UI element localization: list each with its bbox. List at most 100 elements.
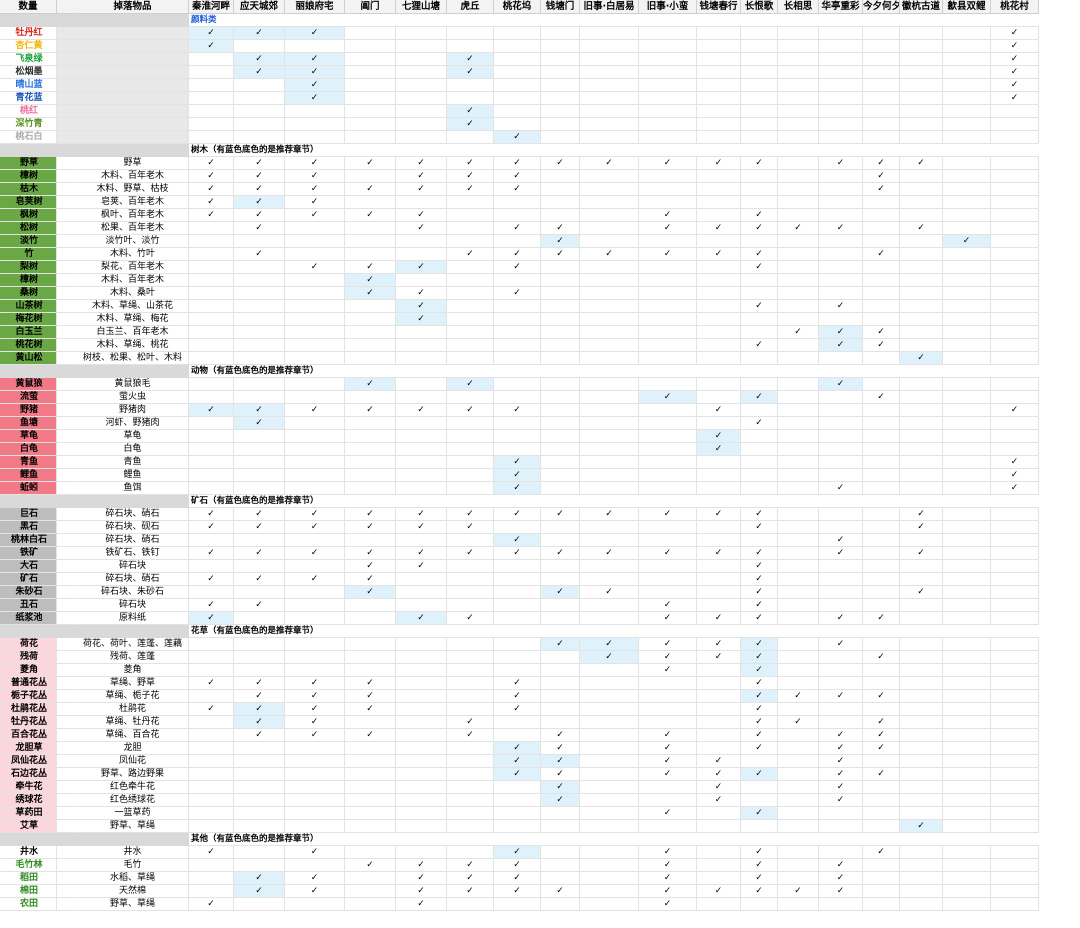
chapter-cell[interactable] [345,820,396,833]
chapter-cell[interactable] [943,560,991,573]
chapter-cell[interactable] [396,716,447,729]
chapter-cell[interactable]: ✓ [494,742,541,755]
source-name[interactable]: 矿石 [0,573,57,586]
chapter-cell[interactable] [396,235,447,248]
chapter-cell[interactable] [778,794,819,807]
drop-items[interactable]: 松果、百年老木 [77,222,189,235]
drop-items[interactable]: 天然棉 [77,885,189,898]
chapter-cell[interactable] [285,482,345,495]
chapter-cell[interactable] [234,859,285,872]
chapter-cell[interactable] [494,612,541,625]
chapter-cell[interactable] [991,430,1039,443]
drop-items[interactable]: 草绳、牡丹花 [77,716,189,729]
chapter-cell[interactable]: ✓ [494,534,541,547]
chapter-cell[interactable]: ✓ [494,677,541,690]
chapter-cell[interactable] [819,664,863,677]
chapter-cell[interactable]: ✓ [741,248,778,261]
chapter-cell[interactable] [991,326,1039,339]
chapter-cell[interactable] [639,469,697,482]
chapter-cell[interactable] [285,768,345,781]
chapter-cell[interactable] [580,768,639,781]
chapter-cell[interactable] [541,131,580,144]
chapter-cell[interactable] [234,300,285,313]
chapter-cell[interactable]: ✓ [285,573,345,586]
chapter-cell[interactable] [778,898,819,911]
chapter-cell[interactable] [778,664,819,677]
chapter-cell[interactable] [900,885,943,898]
source-name[interactable]: 牵牛花 [0,781,57,794]
chapter-cell[interactable]: ✓ [639,768,697,781]
chapter-cell[interactable]: ✓ [639,885,697,898]
chapter-cell[interactable] [819,92,863,105]
chapter-cell[interactable] [234,105,285,118]
chapter-cell[interactable] [900,716,943,729]
source-name[interactable]: 梨树 [0,261,57,274]
chapter-cell[interactable]: ✓ [396,612,447,625]
chapter-cell[interactable] [697,131,741,144]
chapter-cell[interactable] [189,794,234,807]
header-chapter[interactable]: 应天城郊 [234,0,285,14]
drop-items[interactable]: 碎石块、硝石 [77,508,189,521]
chapter-cell[interactable] [189,66,234,79]
chapter-cell[interactable] [189,729,234,742]
chapter-cell[interactable] [541,261,580,274]
chapter-cell[interactable] [580,66,639,79]
drop-items[interactable]: 荷花、荷叶、莲蓬、莲藕 [77,638,189,651]
chapter-cell[interactable] [189,482,234,495]
chapter-cell[interactable] [943,196,991,209]
chapter-cell[interactable] [697,586,741,599]
chapter-cell[interactable] [863,664,900,677]
chapter-cell[interactable] [580,326,639,339]
chapter-cell[interactable] [447,573,494,586]
chapter-cell[interactable]: ✓ [697,430,741,443]
chapter-cell[interactable] [494,521,541,534]
chapter-cell[interactable]: ✓ [639,599,697,612]
chapter-cell[interactable] [741,794,778,807]
header-chapter[interactable]: 长相思 [778,0,819,14]
chapter-cell[interactable] [541,79,580,92]
chapter-cell[interactable]: ✓ [541,768,580,781]
chapter-cell[interactable]: ✓ [900,547,943,560]
chapter-cell[interactable] [991,547,1039,560]
chapter-cell[interactable] [778,534,819,547]
chapter-cell[interactable] [741,235,778,248]
chapter-cell[interactable] [189,560,234,573]
chapter-cell[interactable]: ✓ [863,612,900,625]
chapter-cell[interactable]: ✓ [639,664,697,677]
drop-items[interactable]: 草绳、栀子花 [77,690,189,703]
header-chapter[interactable]: 阊门 [345,0,396,14]
chapter-cell[interactable] [900,664,943,677]
chapter-cell[interactable] [580,560,639,573]
source-name[interactable]: 黄山松 [0,352,57,365]
chapter-cell[interactable]: ✓ [639,222,697,235]
chapter-cell[interactable] [541,391,580,404]
chapter-cell[interactable]: ✓ [285,521,345,534]
chapter-cell[interactable] [900,534,943,547]
chapter-cell[interactable] [943,105,991,118]
chapter-cell[interactable] [494,781,541,794]
chapter-cell[interactable] [639,443,697,456]
chapter-cell[interactable]: ✓ [741,612,778,625]
chapter-cell[interactable]: ✓ [345,521,396,534]
chapter-cell[interactable]: ✓ [580,248,639,261]
chapter-cell[interactable]: ✓ [863,716,900,729]
chapter-cell[interactable] [900,781,943,794]
chapter-cell[interactable] [778,469,819,482]
chapter-cell[interactable] [778,118,819,131]
chapter-cell[interactable] [863,287,900,300]
chapter-cell[interactable] [541,573,580,586]
chapter-cell[interactable] [396,391,447,404]
chapter-cell[interactable] [234,664,285,677]
chapter-cell[interactable] [863,430,900,443]
chapter-cell[interactable] [580,235,639,248]
source-name[interactable]: 巨石 [0,508,57,521]
chapter-cell[interactable] [447,781,494,794]
chapter-cell[interactable] [741,534,778,547]
drop-items[interactable]: 鱼饵 [77,482,189,495]
chapter-cell[interactable] [697,664,741,677]
chapter-cell[interactable]: ✓ [234,209,285,222]
chapter-cell[interactable]: ✓ [697,612,741,625]
chapter-cell[interactable] [943,664,991,677]
chapter-cell[interactable] [189,118,234,131]
chapter-cell[interactable] [285,391,345,404]
